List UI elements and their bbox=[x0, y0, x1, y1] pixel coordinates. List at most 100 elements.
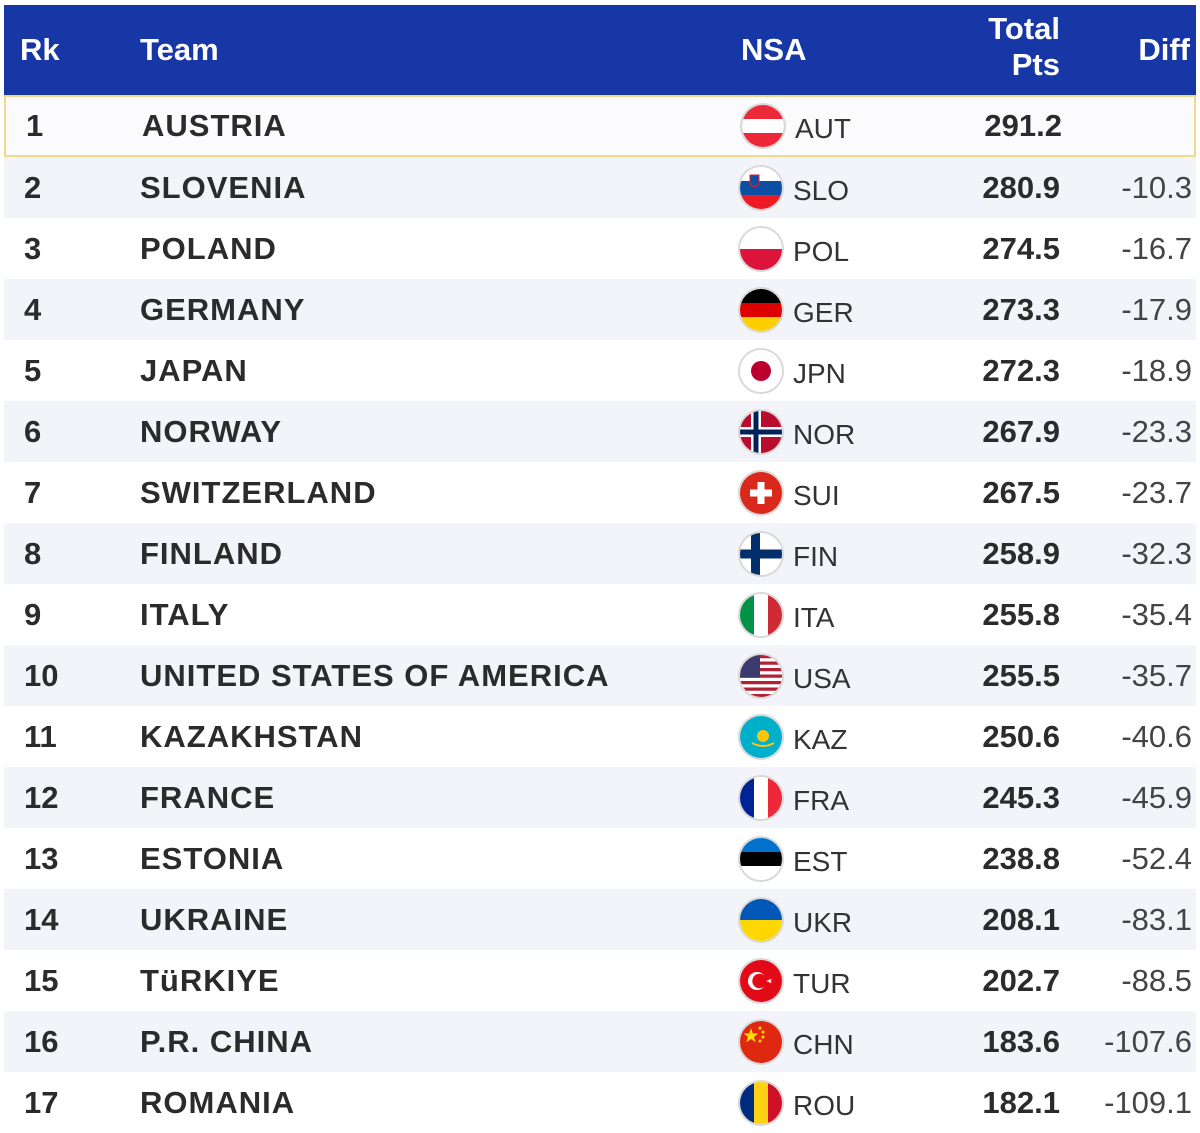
header-total-points[interactable]: Total Pts bbox=[904, 11, 1060, 83]
rank-cell: 4 bbox=[24, 291, 42, 327]
nsa-code: FRA bbox=[793, 784, 849, 816]
norway-flag-icon bbox=[740, 410, 782, 453]
header-diff[interactable]: Diff bbox=[1138, 32, 1190, 67]
table-row[interactable]: 4 GERMANY GER 273.3 -17.9 bbox=[4, 279, 1196, 340]
rank-cell: 1 bbox=[26, 108, 44, 143]
table-header: Rk Team NSA Total Pts Diff bbox=[4, 5, 1196, 95]
table-row[interactable]: 17 ROMANIA ROU 182.1 -109.1 bbox=[4, 1072, 1196, 1133]
header-total-line1: Total bbox=[988, 11, 1060, 46]
nsa-code: ITA bbox=[793, 601, 835, 633]
rank-cell: 15 bbox=[24, 962, 59, 998]
table-row[interactable]: 15 TüRKIYE TUR 202.7 -88.5 bbox=[4, 950, 1196, 1011]
total-points: 274.5 bbox=[982, 230, 1060, 266]
points-diff: -35.7 bbox=[1121, 657, 1192, 693]
table-body: 1 AUSTRIA AUT 291.2 2 SLOVENIA SLO 280.9 -10.3 3 P… bbox=[4, 95, 1196, 1133]
points-diff: -88.5 bbox=[1121, 962, 1192, 998]
table-row[interactable]: 8 FINLAND FIN 258.9 -32.3 bbox=[4, 523, 1196, 584]
total-points: 255.5 bbox=[982, 657, 1060, 693]
austria-flag-icon bbox=[742, 105, 784, 147]
switzerland-flag-icon bbox=[740, 471, 782, 514]
points-diff: -40.6 bbox=[1121, 718, 1192, 754]
table-row[interactable]: 12 FRANCE FRA 245.3 -45.9 bbox=[4, 767, 1196, 828]
team-name[interactable]: ROMANIA bbox=[140, 1084, 296, 1120]
rank-cell: 2 bbox=[24, 169, 42, 205]
header-total-line2: Pts bbox=[1011, 47, 1060, 82]
table-row[interactable]: 9 ITALY ITA 255.8 -35.4 bbox=[4, 584, 1196, 645]
table-row[interactable]: 13 ESTONIA EST 238.8 -52.4 bbox=[4, 828, 1196, 889]
team-name[interactable]: POLAND bbox=[140, 230, 277, 266]
rank-cell: 10 bbox=[24, 657, 59, 693]
total-points: 280.9 bbox=[982, 169, 1060, 205]
table-row[interactable]: 3 POLAND POL 274.5 -16.7 bbox=[4, 218, 1196, 279]
points-diff: -16.7 bbox=[1121, 230, 1192, 266]
team-name[interactable]: FINLAND bbox=[140, 535, 284, 571]
points-diff: -32.3 bbox=[1121, 535, 1192, 571]
table-row[interactable]: 11 KAZAKHSTAN KAZ 250.6 -40.6 bbox=[4, 706, 1196, 767]
romania-flag-icon bbox=[740, 1081, 782, 1124]
nsa-code: POL bbox=[793, 235, 850, 267]
team-name[interactable]: P.R. CHINA bbox=[140, 1023, 314, 1059]
table-row[interactable]: 16 P.R. CHINA CHN 183.6 -107.6 bbox=[4, 1011, 1196, 1072]
france-flag-icon bbox=[740, 776, 782, 819]
table-row[interactable]: 5 JAPAN JPN 272.3 -18.9 bbox=[4, 340, 1196, 401]
team-name[interactable]: JAPAN bbox=[140, 352, 248, 388]
germany-flag-icon bbox=[740, 288, 782, 331]
rank-cell: 8 bbox=[24, 535, 42, 571]
table-row[interactable]: 1 AUSTRIA AUT 291.2 bbox=[4, 95, 1196, 157]
nsa-code: UKR bbox=[793, 906, 853, 938]
table-row[interactable]: 2 SLOVENIA SLO 280.9 -10.3 bbox=[4, 157, 1196, 218]
points-diff: -45.9 bbox=[1121, 779, 1192, 815]
team-name[interactable]: NORWAY bbox=[140, 413, 283, 449]
points-diff: -17.9 bbox=[1121, 291, 1192, 327]
nsa-code: NOR bbox=[793, 418, 856, 450]
table-row[interactable]: 10 UNITED STATES OF AMERICA USA 255.5 -35.7 bbox=[4, 645, 1196, 706]
team-name[interactable]: KAZAKHSTAN bbox=[140, 718, 363, 754]
rank-cell: 3 bbox=[24, 230, 42, 266]
points-diff: -23.7 bbox=[1121, 474, 1192, 510]
points-diff: -107.6 bbox=[1104, 1023, 1192, 1059]
total-points: 267.9 bbox=[982, 413, 1060, 449]
points-diff: -83.1 bbox=[1121, 901, 1192, 937]
team-name[interactable]: UKRAINE bbox=[140, 901, 289, 937]
kazakhstan-flag-icon bbox=[740, 715, 782, 758]
table-row[interactable]: 14 UKRAINE UKR 208.1 -83.1 bbox=[4, 889, 1196, 950]
nsa-code: JPN bbox=[793, 357, 846, 389]
team-name[interactable]: FRANCE bbox=[140, 779, 276, 815]
poland-flag-icon bbox=[740, 227, 782, 270]
team-name[interactable]: TüRKIYE bbox=[140, 962, 280, 998]
team-name[interactable]: SLOVENIA bbox=[140, 169, 307, 205]
points-diff: -18.9 bbox=[1121, 352, 1192, 388]
team-name[interactable]: AUSTRIA bbox=[142, 108, 287, 143]
italy-flag-icon bbox=[740, 593, 782, 636]
team-name[interactable]: ESTONIA bbox=[140, 840, 285, 876]
team-name[interactable]: SWITZERLAND bbox=[140, 474, 377, 510]
header-nsa[interactable]: NSA bbox=[741, 32, 807, 67]
total-points: 238.8 bbox=[982, 840, 1060, 876]
header-team[interactable]: Team bbox=[140, 32, 219, 67]
nsa-code: FIN bbox=[793, 540, 839, 572]
header-rank[interactable]: Rk bbox=[20, 32, 60, 67]
table-row[interactable]: 6 NORWAY NOR 267.9 -23.3 bbox=[4, 401, 1196, 462]
total-points: 202.7 bbox=[982, 962, 1060, 998]
nsa-code: SUI bbox=[793, 479, 840, 511]
total-points: 183.6 bbox=[982, 1023, 1060, 1059]
usa-flag-icon bbox=[740, 654, 782, 697]
rank-cell: 11 bbox=[24, 718, 57, 754]
total-points: 245.3 bbox=[982, 779, 1060, 815]
team-name[interactable]: UNITED STATES OF AMERICA bbox=[140, 657, 610, 693]
rank-cell: 6 bbox=[24, 413, 42, 449]
rank-cell: 17 bbox=[24, 1084, 59, 1120]
table-row[interactable]: 7 SWITZERLAND SUI 267.5 -23.7 bbox=[4, 462, 1196, 523]
total-points: 250.6 bbox=[982, 718, 1060, 754]
rank-cell: 16 bbox=[24, 1023, 59, 1059]
rank-cell: 12 bbox=[24, 779, 59, 815]
points-diff: -23.3 bbox=[1121, 413, 1192, 449]
total-points: 291.2 bbox=[984, 108, 1062, 143]
nsa-code: KAZ bbox=[793, 723, 848, 755]
rank-cell: 14 bbox=[24, 901, 59, 937]
team-name[interactable]: ITALY bbox=[140, 596, 230, 632]
team-name[interactable]: GERMANY bbox=[140, 291, 306, 327]
finland-flag-icon bbox=[740, 532, 782, 575]
nsa-code: SLO bbox=[793, 174, 850, 206]
nsa-code: ROU bbox=[793, 1089, 856, 1121]
